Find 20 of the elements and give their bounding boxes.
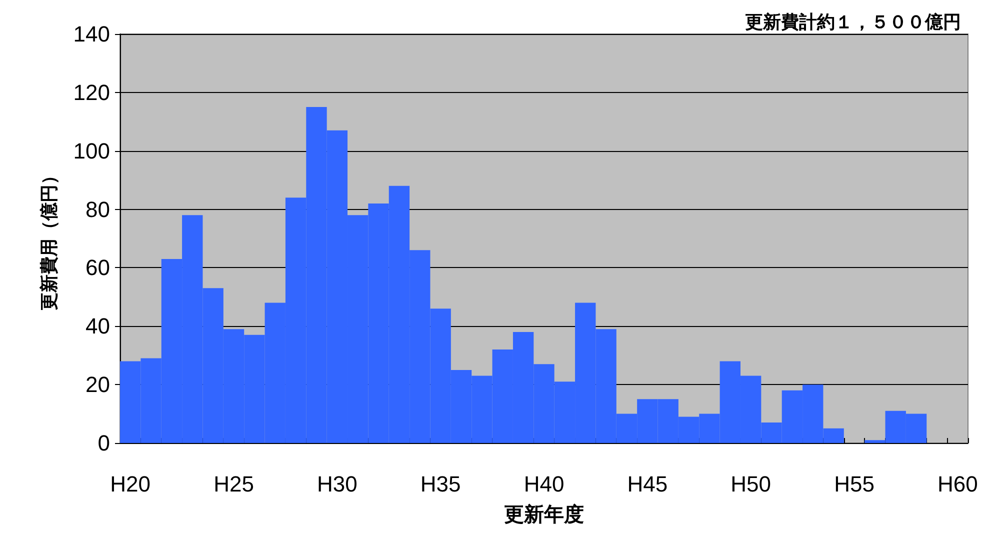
y-tick-label: 140 xyxy=(73,22,110,46)
y-tick-label: 60 xyxy=(86,255,110,280)
y-tick-label: 20 xyxy=(86,372,110,398)
x-tick-label: H55 xyxy=(834,472,874,496)
x-tick-label: H40 xyxy=(524,472,564,496)
x-tick-label: H20 xyxy=(110,472,151,496)
y-tick-label: 0 xyxy=(98,430,110,456)
x-tick-label: H50 xyxy=(730,472,772,496)
x-tick-label: H45 xyxy=(627,472,668,496)
x-tick-label: H30 xyxy=(316,472,358,496)
chart-title: 更新費計約１，５００億円 xyxy=(745,12,961,32)
y-tick-label: 80 xyxy=(86,196,110,222)
y-tick-label: 120 xyxy=(73,80,110,105)
y-tick-label: 40 xyxy=(86,314,110,339)
x-axis-title: 更新年度 xyxy=(504,503,584,526)
x-tick-label: H25 xyxy=(214,472,254,496)
x-tick-label: H60 xyxy=(937,472,978,496)
y-tick-label: 100 xyxy=(73,138,110,164)
x-tick-label: H35 xyxy=(420,472,461,496)
y-axis-title: 更新費用（億円） xyxy=(39,166,59,310)
